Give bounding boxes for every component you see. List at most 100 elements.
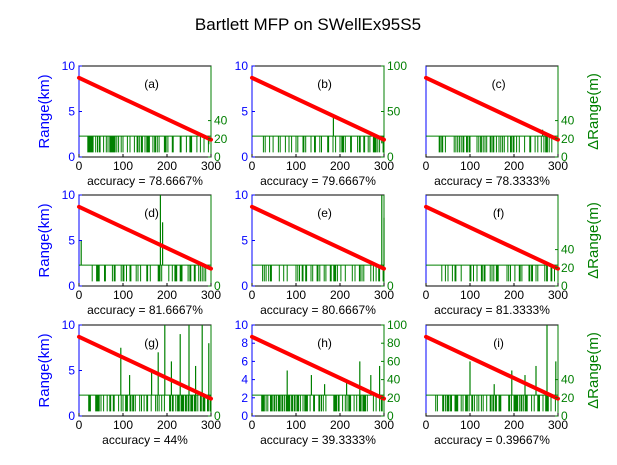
x-tick-label: 300 [201,418,221,432]
x-tick-label: 200 [504,418,524,432]
range-estimate-line [250,75,386,142]
range-estimate-line [424,204,560,271]
panel-label: (c) [492,77,506,91]
delta-axis-title: ΔRange(m) [585,73,602,150]
delta-axis-title: ΔRange(m) [585,202,602,279]
delta-tick-label: 0 [214,409,221,423]
accuracy-label: accuracy = 79.6667% [260,174,376,188]
accuracy-label: accuracy = 39.3333% [260,433,376,447]
x-tick-label: 0 [423,418,430,432]
range-estimate-line [424,334,560,401]
panel-label: (b) [317,77,332,91]
range-tick-label: 5 [241,234,248,248]
panel-label: (g) [144,336,159,350]
range-tick-label: 0 [68,150,75,164]
range-tick-label: 0 [68,409,75,423]
accuracy-label: accuracy = 0.39667% [434,433,550,447]
delta-tick-label: 0 [214,150,221,164]
plot-frame [78,194,212,287]
x-tick-label: 300 [374,418,394,432]
x-tick-label: 300 [374,159,394,173]
x-tick-label: 100 [113,288,133,302]
range-tick-label: 10 [62,188,76,202]
delta-tick-label: 40 [561,243,575,257]
range-estimate-line [424,75,560,142]
x-tick-label: 300 [374,288,394,302]
delta-tick-label: 20 [387,391,401,405]
delta-tick-label: 40 [561,114,575,128]
panel-label: (f) [493,206,504,220]
range-estimate-line [77,204,213,271]
delta-tick-label: 0 [561,150,568,164]
accuracy-label: accuracy = 81.6667% [87,303,203,317]
error-trace [79,264,211,282]
x-tick-label: 300 [548,159,568,173]
delta-tick-label: 0 [214,279,221,293]
delta-tick-label: 20 [561,391,575,405]
delta-tick-label: 100 [387,59,407,73]
delta-tick-label: 80 [387,336,401,350]
accuracy-label: accuracy = 78.3333% [434,174,550,188]
x-tick-label: 100 [113,418,133,432]
x-tick-label: 200 [157,418,177,432]
x-tick-label: 300 [201,159,221,173]
accuracy-label: accuracy = 44% [102,433,188,447]
delta-tick-label: 0 [561,409,568,423]
x-tick-label: 200 [504,159,524,173]
delta-tick-label: 0 [387,150,394,164]
x-tick-label: 0 [249,159,256,173]
error-trace [252,394,385,412]
range-tick-label: 5 [241,105,248,119]
x-tick-label: 300 [548,288,568,302]
delta-tick-label: 40 [214,114,228,128]
range-axis-title: Range(km) [36,203,53,277]
range-tick-label: 2 [241,391,248,405]
range-estimate-line [77,334,213,401]
range-tick-label: 8 [241,336,248,350]
delta-tick-label: 20 [561,261,575,275]
error-trace [79,394,211,412]
x-tick-label: 200 [504,288,524,302]
plot-frame [425,65,559,158]
error-trace [426,135,558,153]
delta-tick-label: 0 [387,279,394,293]
error-trace [426,264,558,282]
x-tick-label: 200 [157,288,177,302]
plot-frame [251,65,385,158]
delta-axis-title: ΔRange(m) [585,332,602,409]
x-tick-label: 0 [249,288,256,302]
x-tick-label: 0 [423,288,430,302]
x-tick-label: 300 [201,288,221,302]
panel-label: (i) [493,336,504,350]
range-estimate-line [250,334,386,401]
x-tick-label: 300 [548,418,568,432]
x-tick-label: 200 [330,159,350,173]
x-tick-label: 100 [286,418,306,432]
range-tick-label: 5 [68,364,75,378]
error-trace [252,135,385,153]
x-tick-label: 0 [76,159,83,173]
range-tick-label: 6 [241,354,248,368]
delta-tick-label: 20 [561,132,575,146]
x-tick-label: 200 [157,159,177,173]
delta-tick-label: 60 [387,354,401,368]
range-tick-label: 0 [68,279,75,293]
error-trace [79,135,211,153]
range-tick-label: 0 [241,150,248,164]
range-tick-label: 0 [241,409,248,423]
range-tick-label: 10 [235,188,249,202]
range-tick-label: 0 [241,279,248,293]
x-tick-label: 200 [330,288,350,302]
range-estimate-line [77,75,213,142]
x-tick-label: 100 [460,159,480,173]
range-tick-label: 10 [235,59,249,73]
